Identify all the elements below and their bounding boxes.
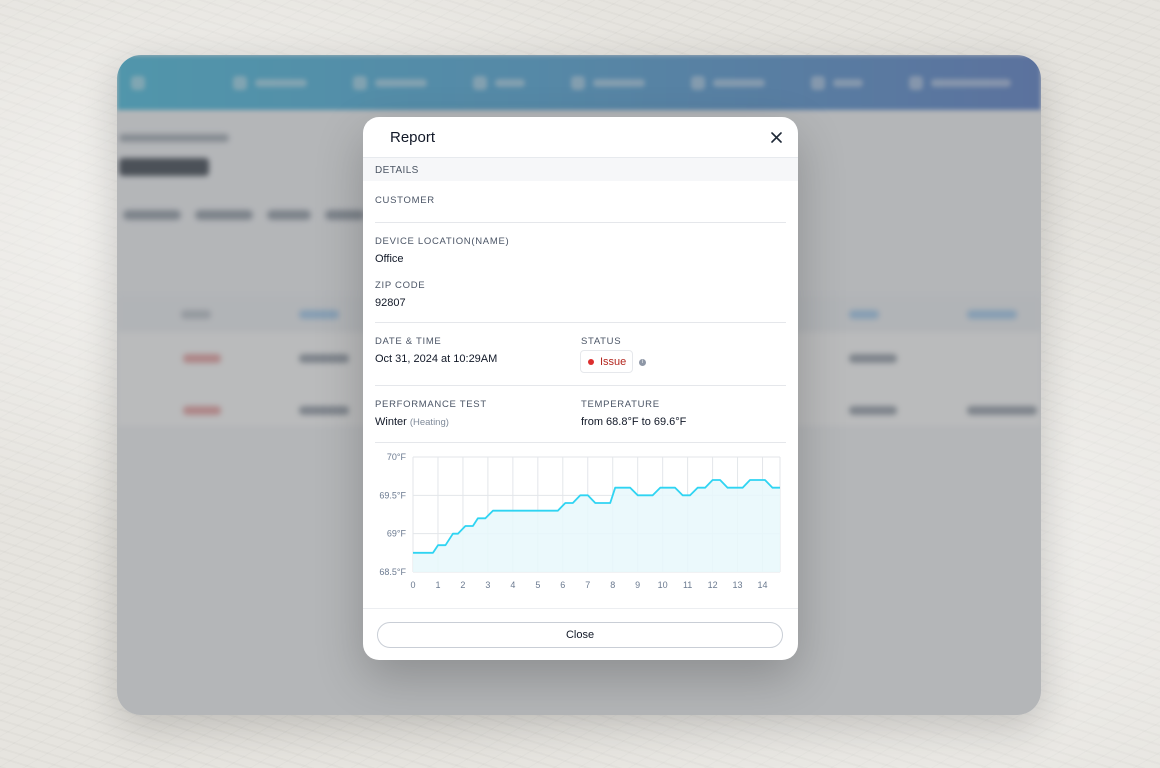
nav-item [909, 75, 1011, 90]
x-tick-label: 3 [485, 580, 490, 590]
modal-header: Report [363, 117, 798, 158]
x-tick-label: 5 [535, 580, 540, 590]
date-time-label: DATE & TIME [375, 336, 442, 347]
modal-footer-divider [363, 608, 798, 609]
nav-item [691, 75, 765, 90]
report-modal: Report DETAILS CUSTOMER DEVICE LOCATION(… [363, 117, 798, 660]
nav-item [571, 75, 645, 90]
x-tick-label: 1 [435, 580, 440, 590]
details-section-header: DETAILS [363, 158, 798, 181]
x-tick-label: 7 [585, 580, 590, 590]
x-tick-label: 13 [733, 580, 743, 590]
zip-code-label: ZIP CODE [375, 280, 426, 291]
x-tick-label: 2 [460, 580, 465, 590]
y-tick-label: 69.5°F [379, 490, 406, 500]
temperature-chart-svg: 70°F69.5°F69°F68.5°F0 1 2 3 4 5 6 7 8 9 10 11 12 13 14 [379, 452, 781, 590]
temperature-value: from 68.8°F to 69.6°F [581, 416, 687, 428]
status-badge: Issue [580, 350, 634, 373]
y-tick-label: 70°F [387, 452, 407, 462]
customer-label: CUSTOMER [375, 195, 435, 206]
details-section-label: DETAILS [375, 165, 419, 176]
temperature-line [413, 479, 780, 554]
nav-item [353, 75, 427, 90]
performance-test-value: Winter (Heating) [375, 416, 449, 428]
menu-icon [131, 75, 145, 90]
status-value: Issue [600, 355, 627, 368]
divider [375, 222, 786, 223]
x-tick-label: 10 [658, 580, 668, 590]
nav-item [811, 75, 863, 90]
info-icon[interactable]: i [639, 359, 646, 366]
performance-test-mode: (Heating) [409, 417, 449, 428]
status-dot-icon [588, 358, 594, 365]
x-tick-label: 6 [560, 580, 565, 590]
x-tick-label: 4 [510, 580, 515, 590]
x-tick-label: 9 [635, 580, 640, 590]
device-location-value: Office [375, 253, 404, 265]
x-tick-label: 8 [610, 580, 615, 590]
x-tick-label: 11 [683, 580, 692, 590]
y-tick-label: 68.5°F [379, 567, 406, 577]
page-title [119, 158, 209, 176]
status-label: STATUS [581, 336, 622, 347]
filter-tabs [123, 210, 365, 220]
performance-test-season: Winter [375, 416, 407, 428]
temperature-chart: 70°F 69.5°F 69°F 68.5°F 0 1 2 3 4 5 6 7 8 9 10 11 12 13 14 [363, 445, 798, 597]
nav-item [473, 75, 525, 90]
close-button[interactable]: Close [377, 622, 783, 648]
x-tick-label: 12 [708, 580, 718, 590]
y-tick-label: 69°F [387, 529, 407, 539]
nav-item [233, 75, 307, 90]
x-tick-label: 0 [410, 580, 415, 590]
performance-test-label: PERFORMANCE TEST [375, 399, 487, 410]
close-icon[interactable] [766, 127, 786, 147]
date-time-value: Oct 31, 2024 at 10:29AM [375, 353, 498, 365]
x-tick-label: 14 [758, 580, 768, 590]
divider [375, 385, 786, 386]
temperature-label: TEMPERATURE [581, 399, 660, 410]
divider [375, 442, 786, 443]
zip-code-value: 92807 [375, 297, 406, 309]
top-navigation-bar [117, 55, 1041, 110]
breadcrumb [119, 134, 229, 142]
modal-title: Report [390, 129, 436, 146]
divider [375, 322, 786, 323]
temperature-area-fill [413, 480, 780, 572]
device-location-label: DEVICE LOCATION(NAME) [375, 236, 510, 247]
